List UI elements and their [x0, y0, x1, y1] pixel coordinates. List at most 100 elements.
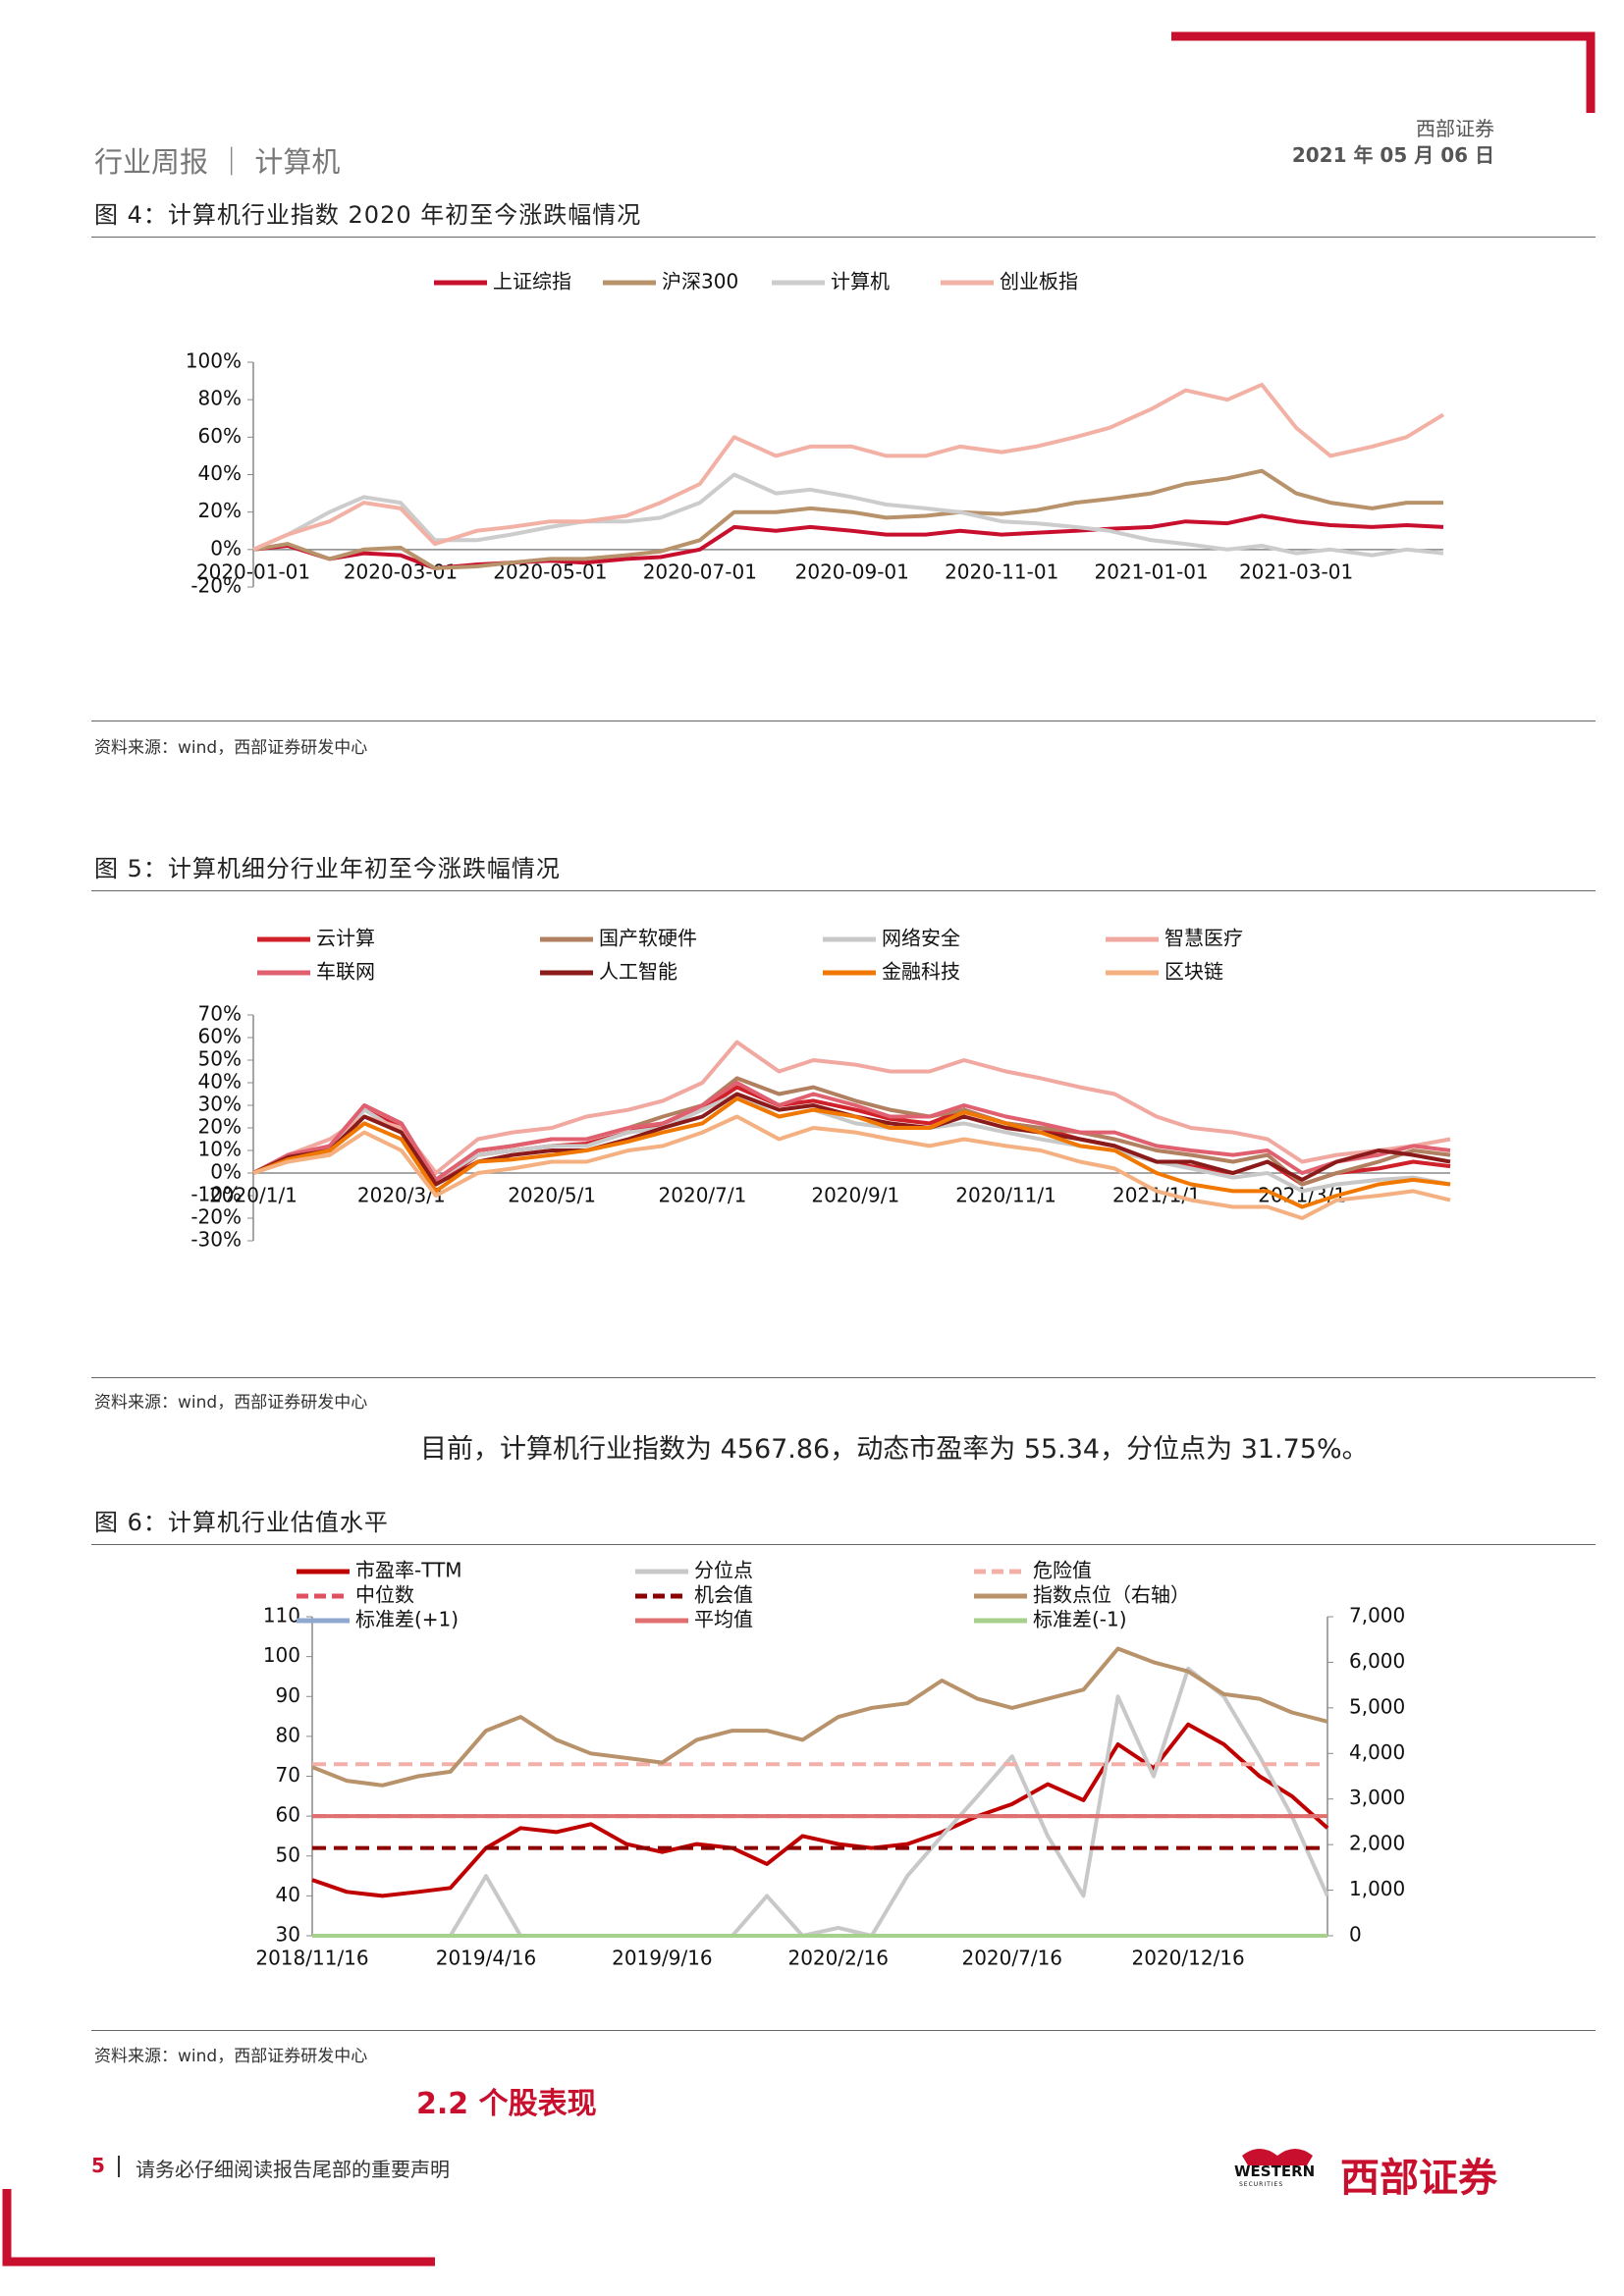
legend-label: 创业板指 [1000, 270, 1078, 294]
y-tick-label: 40% [198, 461, 242, 485]
y-tick-label: 30% [198, 1093, 242, 1116]
legend-label: 云计算 [316, 927, 375, 950]
footer-notice: 请务必仔细阅读报告尾部的重要声明 [135, 2158, 450, 2181]
y-tick-label: 70 [276, 1763, 300, 1787]
x-tick-label: 2020-01-01 [196, 560, 310, 583]
y-tick-label: 100 [263, 1643, 300, 1667]
legend-label: 上证综指 [493, 270, 571, 294]
header-accent [1171, 31, 1596, 113]
y2-tick-label: 2,000 [1349, 1832, 1405, 1855]
figure-source: 资料来源：wind，西部证券研发中心 [94, 2047, 368, 2066]
y-tick-label: 50 [276, 1842, 300, 1866]
series-line [252, 1081, 1451, 1182]
y-tick-label: 0% [210, 536, 242, 560]
x-tick-label: 2020/7/1 [659, 1184, 747, 1207]
y-tick-label: 50% [198, 1047, 242, 1071]
rule [91, 237, 1596, 238]
y-tick-label: 20% [198, 1115, 242, 1139]
y-tick-label: 0% [210, 1160, 242, 1184]
y-tick-label: 20% [198, 499, 242, 522]
header-section: 行业周报 ｜ 计算机 [94, 145, 341, 179]
page-number: 5 [91, 2154, 105, 2177]
x-tick-label: 2020-09-01 [795, 560, 909, 583]
y-tick-label: 80 [276, 1723, 300, 1746]
y-tick-label: 80% [198, 387, 242, 410]
paragraph: 目前，计算机行业指数为 4567.86，动态市盈率为 55.34，分位点为 31… [420, 1434, 1369, 1465]
rule [91, 2030, 1596, 2031]
series-line [252, 1040, 1451, 1175]
y-tick-label: -20% [190, 574, 242, 598]
rule [91, 1377, 1596, 1378]
y-tick-label: -10% [190, 1183, 242, 1206]
legend-label: 智慧医疗 [1164, 927, 1243, 950]
legend-label: 计算机 [831, 270, 890, 294]
series-line [252, 468, 1443, 570]
rule [91, 1544, 1596, 1545]
section-heading: 2.2 个股表现 [416, 2087, 597, 2121]
figure-title: 图 5：计算机细分行业年初至今涨跌幅情况 [94, 855, 561, 882]
y2-tick-label: 4,000 [1349, 1740, 1405, 1764]
legend-label: 沪深300 [662, 270, 738, 294]
series-line [252, 1114, 1451, 1220]
y2-tick-label: 6,000 [1349, 1649, 1405, 1673]
legend-label: 网络安全 [882, 927, 960, 950]
legend-label: 国产软硬件 [599, 927, 697, 950]
series-line [312, 1666, 1329, 1938]
x-tick-label: 2021-01-01 [1095, 560, 1209, 583]
x-tick-label: 2020/1/1 [209, 1184, 298, 1207]
header-company: 西部证券 [1416, 117, 1494, 140]
y-tick-label: -30% [190, 1228, 242, 1252]
y-tick-label: 90 [276, 1683, 300, 1707]
y2-tick-label: 7,000 [1349, 1604, 1405, 1628]
logo-icon [1242, 2149, 1313, 2165]
header-date: 2021 年 05 月 06 日 [1291, 143, 1494, 167]
y-tick-label: 60% [198, 424, 242, 448]
legend-label: 危险值 [1033, 1559, 1092, 1582]
series-line [311, 1722, 1329, 1898]
series-line [311, 1646, 1328, 1788]
x-tick-label: 2018/11/16 [255, 1947, 368, 1970]
x-tick-label: 2020/5/1 [508, 1184, 596, 1207]
legend-label: 分位点 [694, 1559, 753, 1582]
legend-label: 车联网 [316, 960, 375, 984]
x-tick-label: 2020-11-01 [945, 560, 1058, 583]
y2-tick-label: 1,000 [1349, 1877, 1405, 1900]
legend-label: 市盈率-TTM [355, 1559, 462, 1582]
x-tick-label: 2020/11/1 [955, 1184, 1056, 1207]
figure-title: 图 6：计算机行业估值水平 [94, 1509, 389, 1536]
y-tick-label: 100% [186, 349, 242, 373]
x-tick-label: 2020-07-01 [643, 560, 757, 583]
legend-label: 标准差(-1) [1033, 1608, 1127, 1631]
y-tick-label: -20% [190, 1205, 242, 1229]
logo-cn: 西部证券 [1340, 2156, 1497, 2201]
figure-title: 图 4：计算机行业指数 2020 年初至今涨跌幅情况 [94, 201, 642, 229]
x-tick-label: 2020-03-01 [344, 560, 458, 583]
x-tick-label: 2020/2/16 [787, 1947, 889, 1970]
rule [91, 890, 1596, 891]
y-tick-label: 40% [198, 1070, 242, 1094]
x-tick-label: 2019/9/16 [612, 1947, 713, 1970]
legend-label: 区块链 [1164, 960, 1223, 984]
x-tick-label: 2020/12/16 [1132, 1947, 1245, 1970]
legend-label: 中位数 [355, 1583, 414, 1607]
footer-separator [118, 2156, 120, 2177]
y2-tick-label: 5,000 [1349, 1694, 1405, 1718]
y-tick-label: 10% [198, 1138, 242, 1161]
x-tick-label: 2021-03-01 [1239, 560, 1353, 583]
logo-en-sub: SECURITIES [1239, 2181, 1284, 2188]
legend-label: 平均值 [694, 1608, 753, 1631]
y-tick-label: 60% [198, 1025, 242, 1048]
x-tick-label: 2021/1/1 [1112, 1184, 1201, 1207]
y-tick-label: 30 [276, 1923, 300, 1947]
y-tick-label: 40 [276, 1883, 300, 1906]
series-line [252, 1096, 1451, 1209]
y2-tick-label: 3,000 [1349, 1786, 1405, 1809]
legend-label: 金融科技 [882, 960, 960, 984]
figure-source: 资料来源：wind，西部证券研发中心 [94, 738, 368, 758]
series-line [252, 382, 1445, 552]
figure-source: 资料来源：wind，西部证券研发中心 [94, 1393, 368, 1413]
x-tick-label: 2020/9/1 [811, 1184, 899, 1207]
legend-label: 机会值 [694, 1583, 753, 1607]
